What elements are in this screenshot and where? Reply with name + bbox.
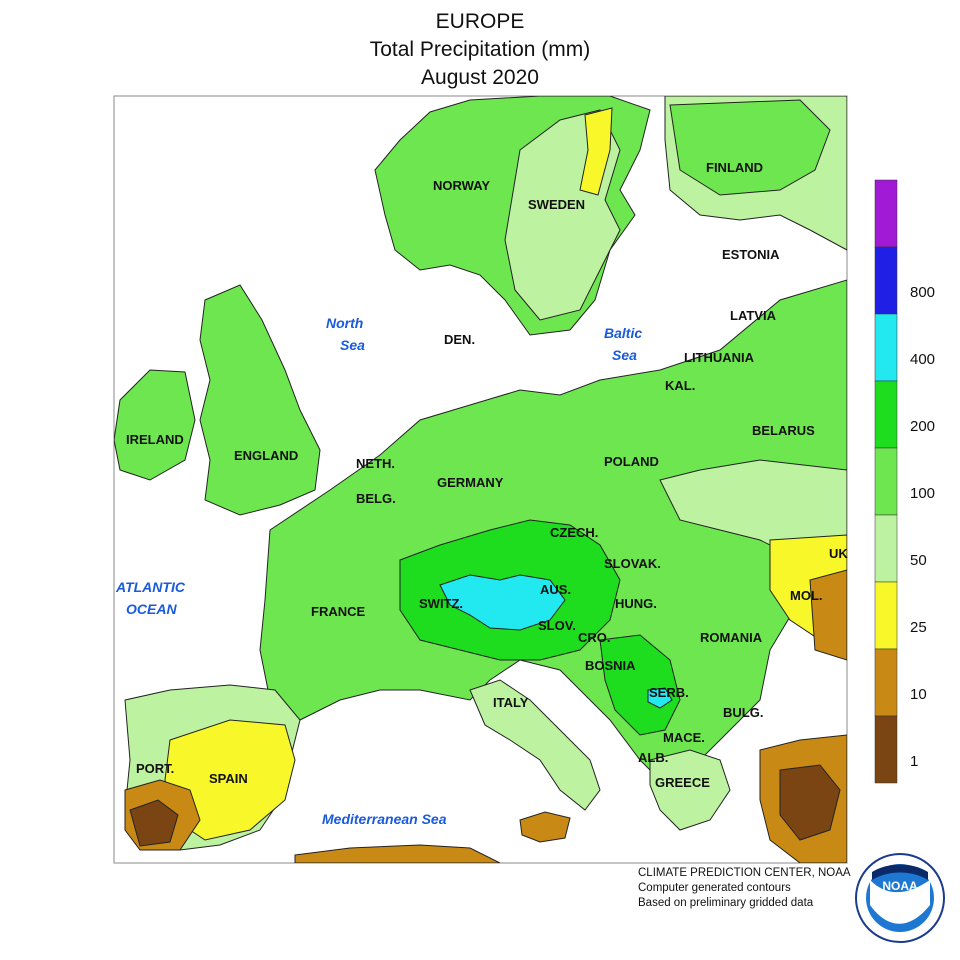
- sweden-dry-zone: [579, 107, 613, 196]
- north-africa-region: [294, 844, 501, 863]
- label-estonia: ESTONIA: [722, 247, 780, 262]
- ukraine-very-dry-zone: [809, 569, 847, 661]
- credit-line-1: CLIMATE PREDICTION CENTER, NOAA: [638, 867, 851, 879]
- label-lithuania: LITHUANIA: [684, 350, 755, 365]
- legend-swatch: [874, 715, 898, 784]
- label-baltic-sea-1: Baltic: [604, 325, 642, 341]
- country-labels: NORWAY SWEDEN FINLAND ESTONIA LATVIA LIT…: [126, 160, 848, 790]
- label-spain: SPAIN: [209, 771, 248, 786]
- britain-region: [199, 284, 321, 516]
- legend-label: 25: [910, 619, 927, 636]
- legend-swatch: [874, 380, 898, 449]
- legend-swatch: [874, 179, 898, 248]
- logo-bird-shape: [872, 864, 928, 880]
- label-netherlands: NETH.: [356, 456, 395, 471]
- label-poland: POLAND: [604, 454, 659, 469]
- legend-labels: 800 400 200 100 50 25 10 1: [910, 284, 935, 770]
- legend-swatch: [874, 447, 898, 516]
- label-albania: ALB.: [638, 750, 668, 765]
- label-belgium: BELG.: [356, 491, 396, 506]
- legend-label: 1: [910, 753, 918, 770]
- ireland-region: [114, 369, 196, 481]
- label-mediterranean: Mediterranean Sea: [322, 811, 447, 827]
- land-layer: [114, 96, 847, 863]
- balkans-very-high-spot: [647, 687, 673, 709]
- label-moldova: MOL.: [790, 588, 823, 603]
- legend-label: 200: [910, 418, 935, 435]
- logo-wave-shape: [870, 880, 930, 924]
- label-ireland: IRELAND: [126, 432, 184, 447]
- legend-label: 50: [910, 552, 927, 569]
- legend-swatch: [874, 648, 898, 717]
- sea-labels: North Sea Baltic Sea ATLANTIC OCEAN Medi…: [115, 315, 642, 827]
- italy-region: [469, 679, 601, 811]
- label-north-sea-1: North: [326, 315, 363, 331]
- label-norway: NORWAY: [433, 178, 490, 193]
- legend-swatch: [874, 246, 898, 315]
- label-denmark: DEN.: [444, 332, 475, 347]
- label-atlantic-1: ATLANTIC: [115, 579, 186, 595]
- finland-medium-zone: [669, 99, 831, 196]
- noaa-logo: NOAA: [855, 853, 945, 943]
- legend: [874, 179, 898, 784]
- legend-swatch: [874, 313, 898, 382]
- label-greece: GREECE: [655, 775, 710, 790]
- balkans-high-zone: [599, 634, 681, 736]
- title-period: August 2020: [421, 66, 539, 89]
- label-atlantic-2: OCEAN: [126, 601, 177, 617]
- spain-very-dry-zone: [129, 799, 179, 847]
- label-latvia: LATVIA: [730, 308, 777, 323]
- label-slovakia: SLOVAK.: [604, 556, 661, 571]
- label-romania: ROMANIA: [700, 630, 763, 645]
- legend-swatch: [874, 514, 898, 583]
- turkey-very-dry-zone: [779, 764, 841, 841]
- label-sweden: SWEDEN: [528, 197, 585, 212]
- label-france: FRANCE: [311, 604, 365, 619]
- label-finland: FINLAND: [706, 160, 763, 175]
- label-germany: GERMANY: [437, 475, 504, 490]
- label-england: ENGLAND: [234, 448, 298, 463]
- label-bosnia: BOSNIA: [585, 658, 636, 673]
- title-region: EUROPE: [435, 10, 525, 33]
- label-belarus: BELARUS: [752, 423, 815, 438]
- label-switzerland: SWITZ.: [419, 596, 463, 611]
- label-slovenia: SLOV.: [538, 618, 576, 633]
- legend-label: 400: [910, 351, 935, 368]
- credit-line-2: Computer generated contours: [638, 882, 791, 894]
- label-austria: AUS.: [540, 582, 571, 597]
- label-bulgaria: BULG.: [723, 705, 763, 720]
- sicily-region: [519, 811, 571, 843]
- credits: CLIMATE PREDICTION CENTER, NOAA Computer…: [638, 866, 851, 911]
- label-macedonia: MACE.: [663, 730, 705, 745]
- title-variable: Total Precipitation (mm): [369, 38, 591, 61]
- label-italy: ITALY: [493, 695, 529, 710]
- label-czech: CZECH.: [550, 525, 598, 540]
- legend-swatch: [874, 581, 898, 650]
- label-kaliningrad: KAL.: [665, 378, 695, 393]
- legend-label: 10: [910, 686, 927, 703]
- logo-text: NOAA: [882, 879, 918, 893]
- label-ukraine: UK: [829, 546, 848, 561]
- label-portugal: PORT.: [136, 761, 174, 776]
- alps-very-high-zone: [439, 574, 566, 631]
- label-north-sea-2: Sea: [340, 337, 365, 353]
- legend-label: 800: [910, 284, 935, 301]
- map-title: EUROPE Total Precipitation (mm) August 2…: [330, 8, 630, 92]
- label-hungary: HUNG.: [615, 596, 657, 611]
- label-serbia: SERB.: [649, 685, 689, 700]
- label-baltic-sea-2: Sea: [612, 347, 637, 363]
- label-croatia: CRO.: [578, 630, 611, 645]
- legend-label: 100: [910, 485, 935, 502]
- credit-line-3: Based on preliminary gridded data: [638, 897, 814, 909]
- greece-region: [649, 749, 731, 831]
